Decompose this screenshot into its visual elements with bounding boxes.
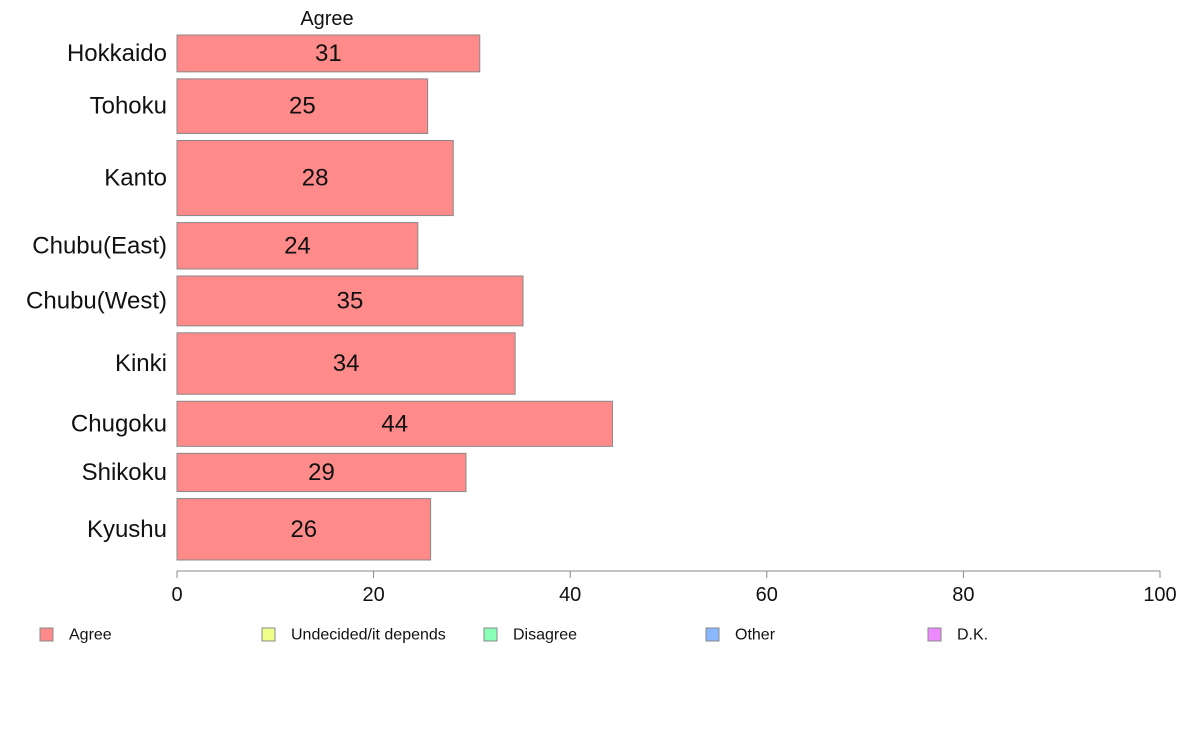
legend-swatch [483, 627, 498, 642]
bar-value-label: 44 [381, 410, 408, 437]
legend-swatch [39, 627, 54, 642]
bar-value-label: 24 [284, 232, 311, 259]
category-labels: Hokkaido Tohoku Kanto Chubu(East) Chubu(West… [26, 40, 167, 543]
x-tick-label: 40 [559, 584, 581, 606]
x-tick-label: 60 [756, 584, 778, 606]
bar-value-label: 25 [289, 93, 316, 120]
legend-entry-label: Other [735, 627, 776, 644]
category-label: Chubu(West) [26, 287, 167, 314]
legend-swatch [261, 627, 276, 642]
legend-swatch [927, 627, 942, 642]
x-tick-label: 80 [952, 584, 974, 606]
bars-layer: 31 25 28 24 35 34 44 29 26 [176, 34, 613, 561]
bar-chugoku [176, 400, 613, 447]
category-label: Tohoku [90, 93, 167, 120]
bar-value-label: 29 [308, 459, 335, 486]
bar-chubu-east [176, 222, 419, 270]
legend-entry-label: Disagree [513, 627, 577, 644]
bar-tohoku [176, 78, 429, 134]
x-tick-label: 0 [171, 584, 182, 606]
bar-value-label: 35 [337, 287, 364, 314]
bar-value-label: 26 [290, 516, 317, 543]
legend-swatch [705, 627, 720, 642]
x-tick-label: 100 [1143, 584, 1176, 606]
bar-value-label: 31 [315, 40, 342, 67]
column-title: Agree [300, 8, 353, 30]
category-label: Chugoku [71, 410, 167, 437]
bar-shikoku [176, 452, 467, 493]
bar-hokkaido [176, 34, 481, 73]
x-tick-label: 20 [362, 584, 384, 606]
legend-entry-label: D.K. [957, 627, 988, 644]
bar-kyushu [176, 498, 432, 561]
bar-value-label: 28 [302, 165, 329, 192]
category-label: Kinki [115, 350, 167, 377]
bar-chubu-west [176, 275, 524, 327]
category-label: Kanto [104, 165, 167, 192]
x-axis: 0 20 40 60 80 100 [171, 570, 1177, 606]
legend-entry-label: Undecided/it depends [291, 627, 446, 644]
category-label: Shikoku [82, 459, 167, 486]
bar-kanto [176, 139, 454, 217]
legend-entry-label: Agree [69, 627, 112, 644]
category-label: Chubu(East) [32, 232, 167, 259]
legend: Agree Undecided/it depends Disagree Other D.… [39, 627, 988, 644]
bar-value-label: 34 [333, 350, 360, 377]
category-label: Kyushu [87, 516, 167, 543]
category-label: Hokkaido [67, 40, 167, 67]
bar-kinki [176, 332, 516, 395]
